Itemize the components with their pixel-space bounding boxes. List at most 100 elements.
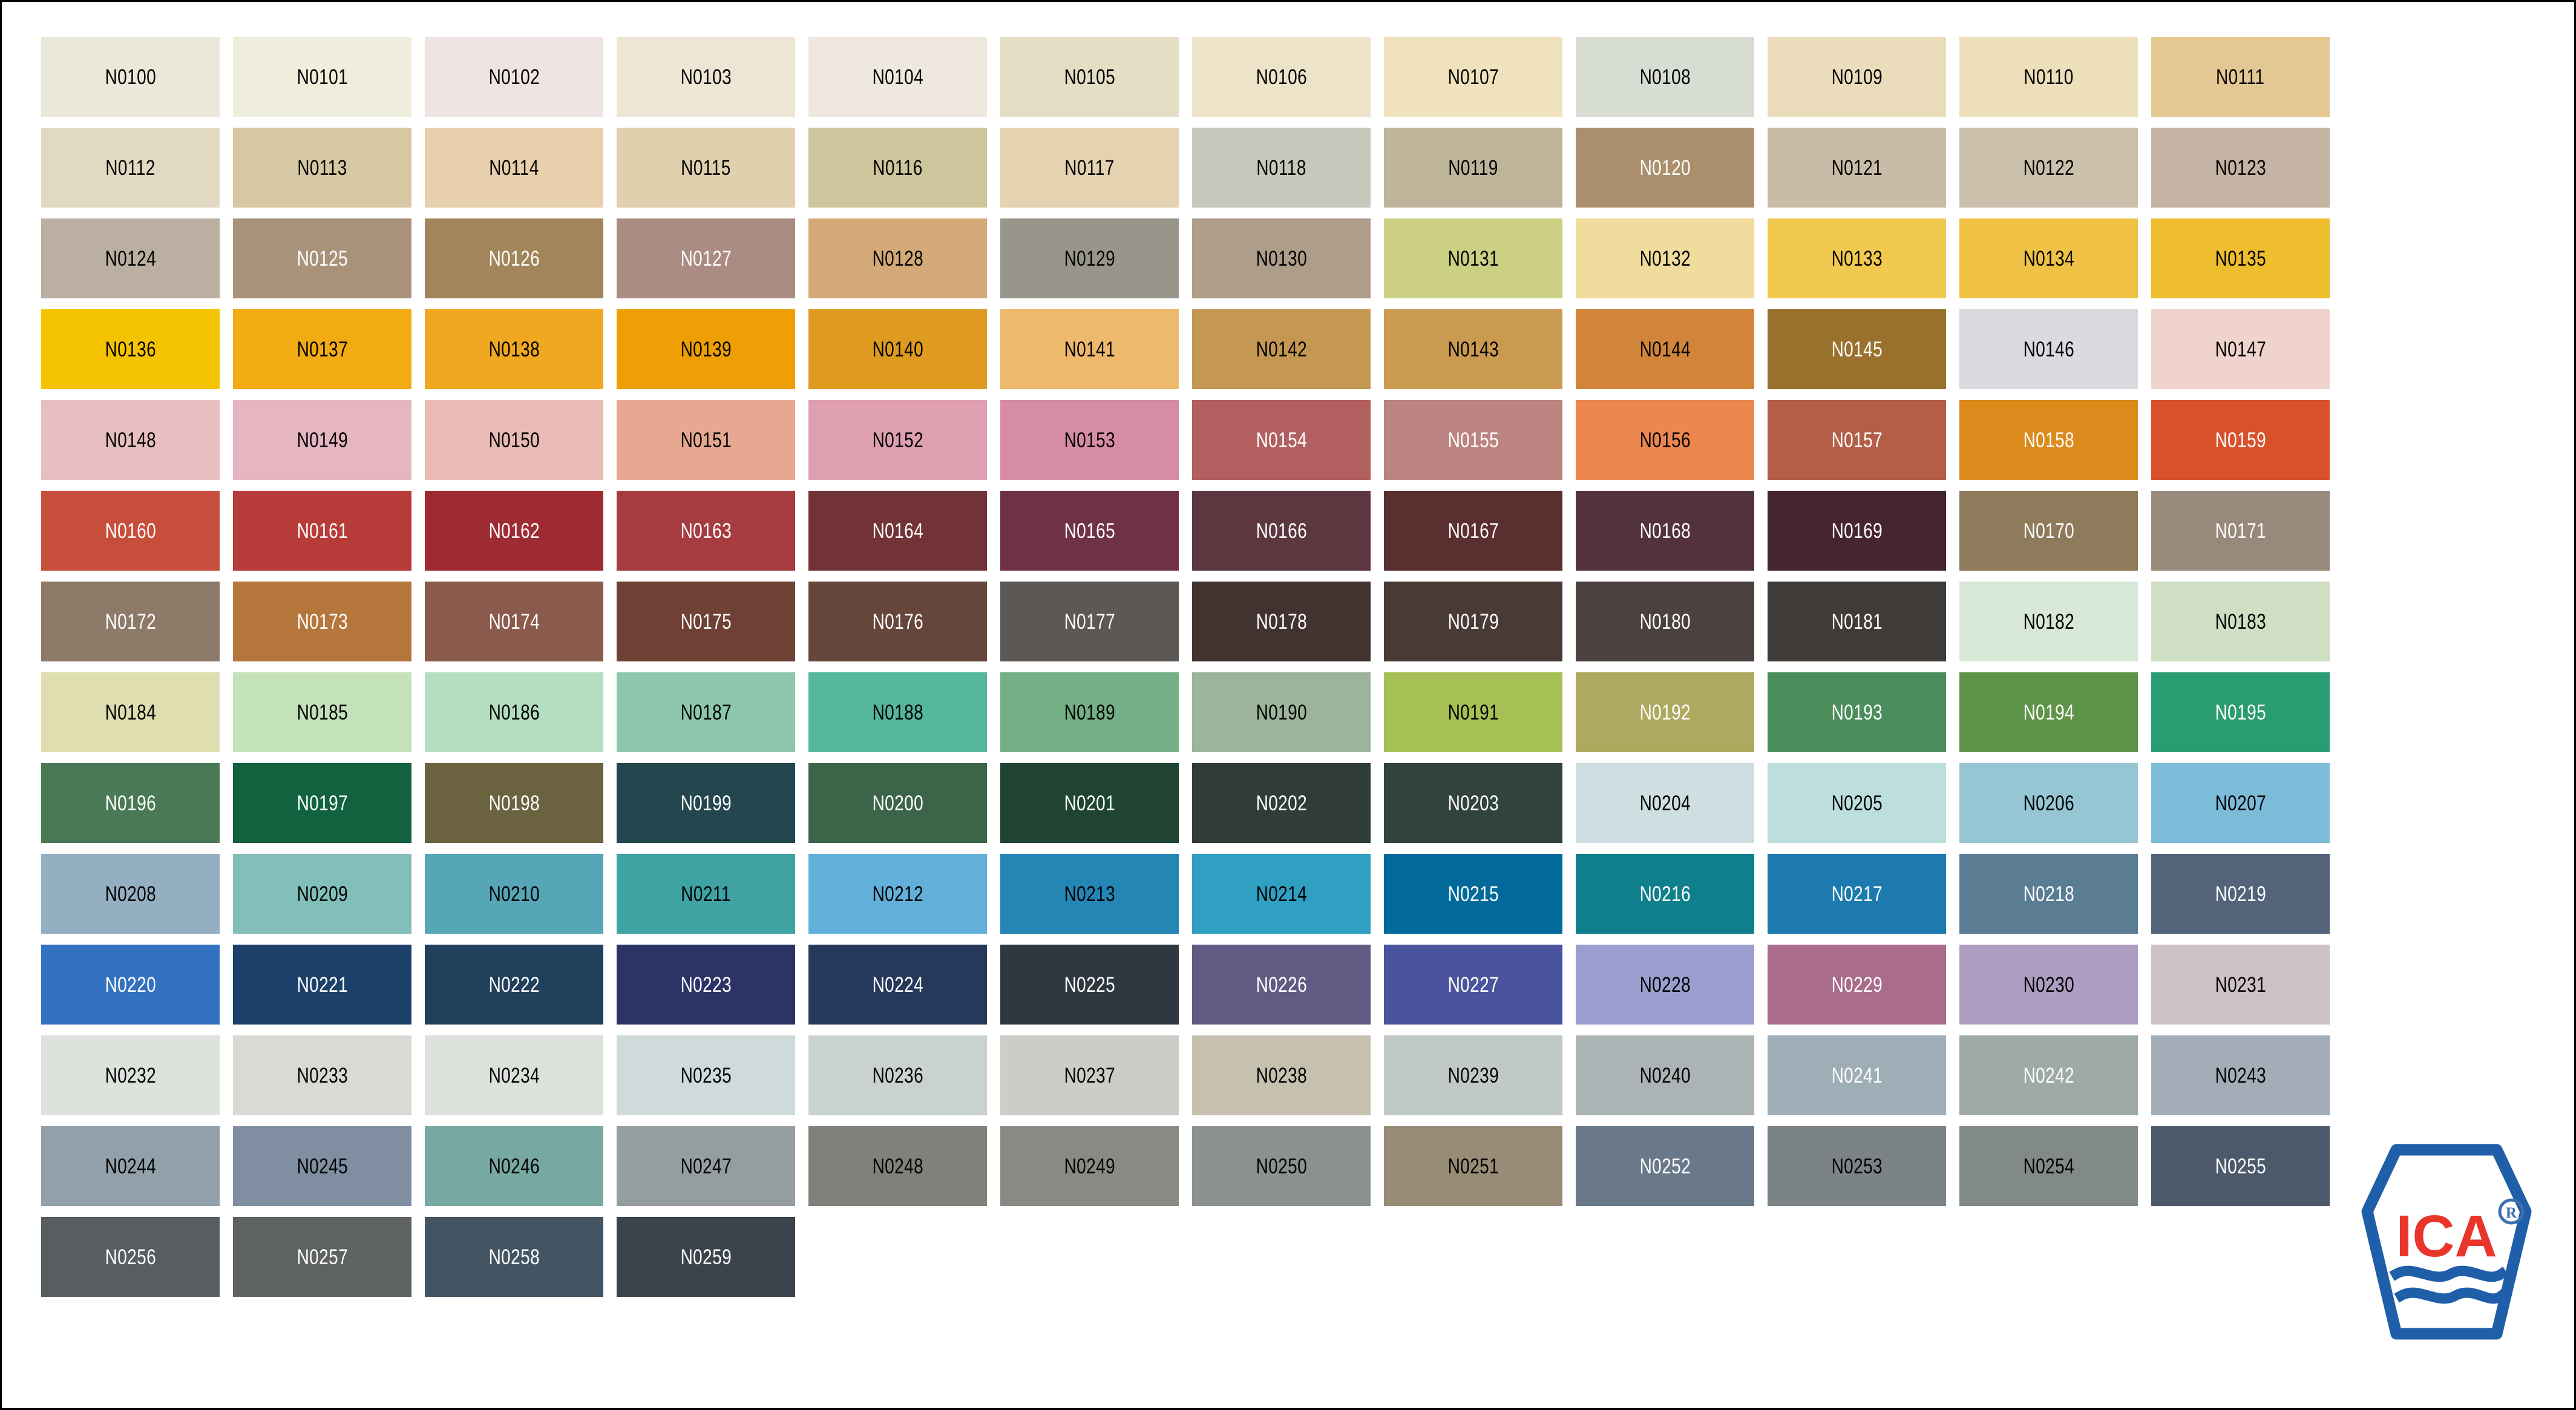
colour-swatch[interactable]: N0164 — [808, 491, 987, 571]
colour-swatch[interactable]: N0202 — [1192, 763, 1371, 843]
colour-swatch[interactable]: N0181 — [1768, 582, 1946, 661]
colour-swatch[interactable]: N0163 — [617, 491, 795, 571]
colour-swatch[interactable]: N0135 — [2151, 218, 2330, 298]
colour-swatch[interactable]: N0114 — [425, 128, 603, 208]
colour-swatch[interactable]: N0119 — [1384, 128, 1562, 208]
colour-swatch[interactable]: N0226 — [1192, 945, 1371, 1025]
colour-swatch[interactable]: N0168 — [1576, 491, 1754, 571]
colour-swatch[interactable]: N0238 — [1192, 1035, 1371, 1115]
colour-swatch[interactable]: N0176 — [808, 582, 987, 661]
colour-swatch[interactable]: N0258 — [425, 1217, 603, 1297]
colour-swatch[interactable]: N0112 — [41, 128, 220, 208]
colour-swatch[interactable]: N0183 — [2151, 582, 2330, 661]
colour-swatch[interactable]: N0128 — [808, 218, 987, 298]
colour-swatch[interactable]: N0142 — [1192, 309, 1371, 389]
colour-swatch[interactable]: N0124 — [41, 218, 220, 298]
colour-swatch[interactable]: N0239 — [1384, 1035, 1562, 1115]
colour-swatch[interactable]: N0106 — [1192, 37, 1371, 117]
colour-swatch[interactable]: N0166 — [1192, 491, 1371, 571]
colour-swatch[interactable]: N0159 — [2151, 400, 2330, 480]
colour-swatch[interactable]: N0189 — [1000, 672, 1179, 752]
colour-swatch[interactable]: N0108 — [1576, 37, 1754, 117]
colour-swatch[interactable]: N0109 — [1768, 37, 1946, 117]
colour-swatch[interactable]: N0127 — [617, 218, 795, 298]
colour-swatch[interactable]: N0115 — [617, 128, 795, 208]
colour-swatch[interactable]: N0141 — [1000, 309, 1179, 389]
colour-swatch[interactable]: N0192 — [1576, 672, 1754, 752]
colour-swatch[interactable]: N0257 — [233, 1217, 411, 1297]
colour-swatch[interactable]: N0173 — [233, 582, 411, 661]
colour-swatch[interactable]: N0253 — [1768, 1126, 1946, 1206]
colour-swatch[interactable]: N0121 — [1768, 128, 1946, 208]
colour-swatch[interactable]: N0194 — [1959, 672, 2138, 752]
colour-swatch[interactable]: N0149 — [233, 400, 411, 480]
colour-swatch[interactable]: N0233 — [233, 1035, 411, 1115]
colour-swatch[interactable]: N0207 — [2151, 763, 2330, 843]
colour-swatch[interactable]: N0178 — [1192, 582, 1371, 661]
colour-swatch[interactable]: N0225 — [1000, 945, 1179, 1025]
colour-swatch[interactable]: N0229 — [1768, 945, 1946, 1025]
colour-swatch[interactable]: N0110 — [1959, 37, 2138, 117]
colour-swatch[interactable]: N0177 — [1000, 582, 1179, 661]
colour-swatch[interactable]: N0161 — [233, 491, 411, 571]
colour-swatch[interactable]: N0130 — [1192, 218, 1371, 298]
colour-swatch[interactable]: N0224 — [808, 945, 987, 1025]
colour-swatch[interactable]: N0138 — [425, 309, 603, 389]
colour-swatch[interactable]: N0137 — [233, 309, 411, 389]
colour-swatch[interactable]: N0248 — [808, 1126, 987, 1206]
colour-swatch[interactable]: N0134 — [1959, 218, 2138, 298]
colour-swatch[interactable]: N0160 — [41, 491, 220, 571]
colour-swatch[interactable]: N0167 — [1384, 491, 1562, 571]
colour-swatch[interactable]: N0184 — [41, 672, 220, 752]
colour-swatch[interactable]: N0156 — [1576, 400, 1754, 480]
colour-swatch[interactable]: N0235 — [617, 1035, 795, 1115]
colour-swatch[interactable]: N0208 — [41, 854, 220, 934]
colour-swatch[interactable]: N0240 — [1576, 1035, 1754, 1115]
colour-swatch[interactable]: N0193 — [1768, 672, 1946, 752]
colour-swatch[interactable]: N0220 — [41, 945, 220, 1025]
colour-swatch[interactable]: N0126 — [425, 218, 603, 298]
colour-swatch[interactable]: N0210 — [425, 854, 603, 934]
colour-swatch[interactable]: N0191 — [1384, 672, 1562, 752]
colour-swatch[interactable]: N0243 — [2151, 1035, 2330, 1115]
colour-swatch[interactable]: N0118 — [1192, 128, 1371, 208]
colour-swatch[interactable]: N0211 — [617, 854, 795, 934]
colour-swatch[interactable]: N0228 — [1576, 945, 1754, 1025]
colour-swatch[interactable]: N0219 — [2151, 854, 2330, 934]
colour-swatch[interactable]: N0215 — [1384, 854, 1562, 934]
colour-swatch[interactable]: N0203 — [1384, 763, 1562, 843]
colour-swatch[interactable]: N0158 — [1959, 400, 2138, 480]
colour-swatch[interactable]: N0146 — [1959, 309, 2138, 389]
colour-swatch[interactable]: N0198 — [425, 763, 603, 843]
colour-swatch[interactable]: N0217 — [1768, 854, 1946, 934]
colour-swatch[interactable]: N0157 — [1768, 400, 1946, 480]
colour-swatch[interactable]: N0145 — [1768, 309, 1946, 389]
colour-swatch[interactable]: N0255 — [2151, 1126, 2330, 1206]
colour-swatch[interactable]: N0101 — [233, 37, 411, 117]
colour-swatch[interactable]: N0111 — [2151, 37, 2330, 117]
colour-swatch[interactable]: N0234 — [425, 1035, 603, 1115]
colour-swatch[interactable]: N0200 — [808, 763, 987, 843]
colour-swatch[interactable]: N0249 — [1000, 1126, 1179, 1206]
colour-swatch[interactable]: N0245 — [233, 1126, 411, 1206]
colour-swatch[interactable]: N0254 — [1959, 1126, 2138, 1206]
colour-swatch[interactable]: N0212 — [808, 854, 987, 934]
colour-swatch[interactable]: N0218 — [1959, 854, 2138, 934]
colour-swatch[interactable]: N0136 — [41, 309, 220, 389]
colour-swatch[interactable]: N0195 — [2151, 672, 2330, 752]
colour-swatch[interactable]: N0244 — [41, 1126, 220, 1206]
colour-swatch[interactable]: N0132 — [1576, 218, 1754, 298]
colour-swatch[interactable]: N0256 — [41, 1217, 220, 1297]
colour-swatch[interactable]: N0237 — [1000, 1035, 1179, 1115]
colour-swatch[interactable]: N0147 — [2151, 309, 2330, 389]
colour-swatch[interactable]: N0201 — [1000, 763, 1179, 843]
colour-swatch[interactable]: N0188 — [808, 672, 987, 752]
colour-swatch[interactable]: N0174 — [425, 582, 603, 661]
colour-swatch[interactable]: N0131 — [1384, 218, 1562, 298]
colour-swatch[interactable]: N0182 — [1959, 582, 2138, 661]
colour-swatch[interactable]: N0170 — [1959, 491, 2138, 571]
colour-swatch[interactable]: N0241 — [1768, 1035, 1946, 1115]
colour-swatch[interactable]: N0139 — [617, 309, 795, 389]
colour-swatch[interactable]: N0165 — [1000, 491, 1179, 571]
colour-swatch[interactable]: N0107 — [1384, 37, 1562, 117]
